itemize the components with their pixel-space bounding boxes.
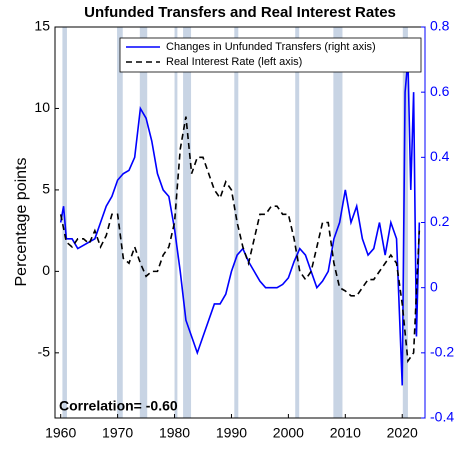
y-axis-label: Percentage points [13,158,30,287]
legend-box [119,37,422,73]
recession-band [117,27,123,418]
recession-band [174,27,178,418]
recession-band [183,27,192,418]
y-tick-label: 15 [34,18,50,34]
y2-tick-label: 0.4 [430,148,450,164]
y-tick-label: 10 [34,99,50,115]
x-tick-label: 1960 [45,425,76,441]
legend-label: Real Interest Rate (left axis) [166,56,302,68]
y-tick-label: 5 [42,181,50,197]
recession-band [333,27,343,418]
data-line [59,116,421,364]
y-tick-label: -5 [38,344,51,360]
x-tick-label: 2000 [273,425,304,441]
annotation: Correlation= -0.60 [59,398,178,414]
y2-tick-label: 0.8 [430,18,450,34]
y-tick-label: 0 [42,262,50,278]
y2-tick-label: 0 [430,278,438,294]
y2-tick-label: 0.2 [430,213,450,229]
recession-band [234,27,239,418]
y2-tick-label: 0.6 [430,83,450,99]
x-tick-label: 1980 [159,425,190,441]
x-tick-label: 2020 [387,425,418,441]
recession-band [295,27,300,418]
x-tick-label: 2010 [330,425,361,441]
legend-label: Changes in Unfunded Transfers (right axi… [166,41,376,53]
recession-band [139,27,148,418]
plot-frame [54,26,426,419]
x-tick-label: 1990 [216,425,247,441]
data-line [59,59,421,386]
y2-tick-label: -0.2 [430,344,454,360]
y2-tick-label: -0.4 [430,409,454,425]
recession-band [402,27,408,418]
x-tick-label: 1970 [102,425,133,441]
chart-title: Unfunded Transfers and Real Interest Rat… [84,4,396,21]
